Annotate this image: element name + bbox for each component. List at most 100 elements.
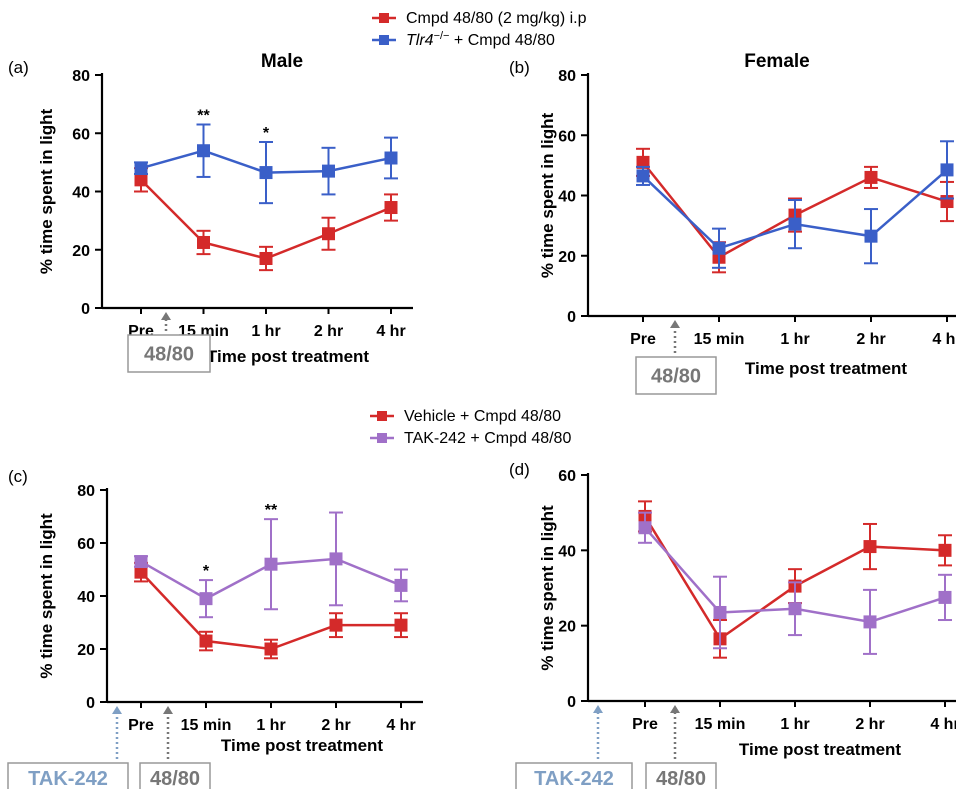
y-tick-label: 40: [558, 189, 576, 206]
y-tick-label: 60: [558, 128, 576, 145]
marker-label: 48/80: [651, 366, 701, 388]
data-point: [329, 618, 343, 632]
data-point: [863, 540, 877, 554]
marker-box: [645, 762, 717, 789]
data-point: [384, 201, 398, 215]
marker-arrow-head: [112, 706, 122, 714]
data-point: [712, 241, 726, 255]
data-point: [264, 557, 278, 571]
x-tick-label: Pre: [632, 716, 658, 733]
y-tick-label: 40: [72, 185, 90, 202]
marker-label: 48/80: [656, 768, 706, 789]
marker-arrow-head: [161, 312, 171, 320]
marker-arrow-head: [670, 320, 680, 328]
legend-bottom: Vehicle + Cmpd 48/80 TAK-242 + Cmpd 48/80: [370, 408, 571, 447]
legend-marker: [379, 35, 389, 45]
y-tick-label: 20: [72, 243, 90, 260]
data-point: [394, 618, 408, 632]
x-axis-title: Time post treatment: [739, 740, 902, 759]
x-tick-label: 2 hr: [856, 331, 885, 348]
data-point: [259, 251, 273, 265]
y-axis-title: % time spent in light: [538, 113, 557, 279]
marker-label: TAK-242: [534, 768, 614, 789]
legend-label: Cmpd 48/80 (2 mg/kg) i.p: [406, 10, 587, 27]
x-axis-title: Time post treatment: [745, 359, 908, 378]
treatment-marker: 48/80: [635, 320, 717, 395]
series-second: [638, 511, 952, 655]
x-tick-label: 15 min: [695, 716, 746, 733]
data-point: [788, 602, 802, 616]
legend-label-rest: + Cmpd 48/80: [449, 32, 555, 49]
data-point: [636, 169, 650, 183]
marker-arrow-head: [670, 705, 680, 713]
y-tick-label: 80: [77, 483, 95, 500]
x-tick-label: 15 min: [181, 717, 232, 734]
data-point: [199, 592, 213, 606]
significance-label: *: [203, 563, 210, 580]
marker-label: TAK-242: [28, 768, 108, 789]
x-tick-label: 1 hr: [256, 717, 285, 734]
y-tick-label: 80: [558, 68, 576, 85]
x-tick-label: Pre: [128, 717, 154, 734]
treatment-marker: TAK-242: [515, 705, 633, 789]
x-tick-label: 2 hr: [321, 717, 350, 734]
data-point: [259, 166, 273, 180]
x-tick-label: 1 hr: [780, 331, 809, 348]
marker-box: [7, 762, 129, 789]
legend-marker: [377, 411, 387, 421]
y-tick-label: 0: [81, 301, 90, 318]
x-tick-label: 4 hr: [930, 716, 956, 733]
legend-label: TAK-242 + Cmpd 48/80: [404, 430, 571, 447]
x-tick-label: 1 hr: [780, 716, 809, 733]
data-point: [197, 235, 210, 249]
x-tick-label: 2 hr: [855, 716, 884, 733]
panel-letter: (a): [8, 58, 29, 77]
data-point: [134, 565, 148, 579]
data-point: [322, 227, 335, 241]
legend-marker: [379, 13, 389, 23]
data-point: [938, 543, 952, 557]
y-tick-label: 20: [558, 249, 576, 266]
data-point: [199, 634, 213, 648]
data-point: [864, 229, 878, 243]
y-tick-label: 40: [558, 543, 576, 560]
panel-letter: (c): [8, 467, 28, 486]
data-point: [134, 161, 148, 175]
marker-label: 48/80: [144, 344, 194, 366]
legend-marker: [377, 433, 387, 443]
x-tick-label: 15 min: [694, 331, 745, 348]
y-tick-label: 0: [567, 694, 576, 711]
data-point: [938, 590, 952, 604]
x-axis-title: Time post treatment: [221, 736, 384, 755]
data-point: [788, 217, 802, 231]
series-red: [134, 561, 408, 660]
data-point: [713, 605, 727, 619]
data-point: [264, 642, 278, 656]
data-point: [197, 144, 210, 158]
x-tick-label: 4 hr: [386, 717, 415, 734]
marker-arrow-head: [163, 706, 173, 714]
significance-label: *: [263, 125, 270, 142]
x-tick-label: 2 hr: [314, 323, 343, 340]
significance-label: **: [265, 502, 278, 519]
y-axis-title: % time spent in light: [538, 505, 557, 671]
x-tick-label: 4 hr: [932, 331, 956, 348]
data-point: [322, 164, 335, 178]
legend-label: Tlr4−/− + Cmpd 48/80: [406, 30, 555, 49]
data-point: [636, 155, 650, 169]
data-point: [940, 163, 954, 177]
y-axis-title: % time spent in light: [37, 513, 56, 679]
y-tick-label: 60: [558, 468, 576, 485]
treatment-marker: 48/80: [127, 312, 211, 373]
panel-title: Male: [261, 51, 303, 72]
y-tick-label: 0: [567, 309, 576, 326]
y-tick-label: 60: [72, 126, 90, 143]
marker-label: 48/80: [150, 768, 200, 789]
y-tick-label: 0: [86, 695, 95, 712]
y-tick-label: 60: [77, 536, 95, 553]
legend-label-sup: −/−: [434, 30, 450, 42]
marker-box: [635, 356, 717, 395]
